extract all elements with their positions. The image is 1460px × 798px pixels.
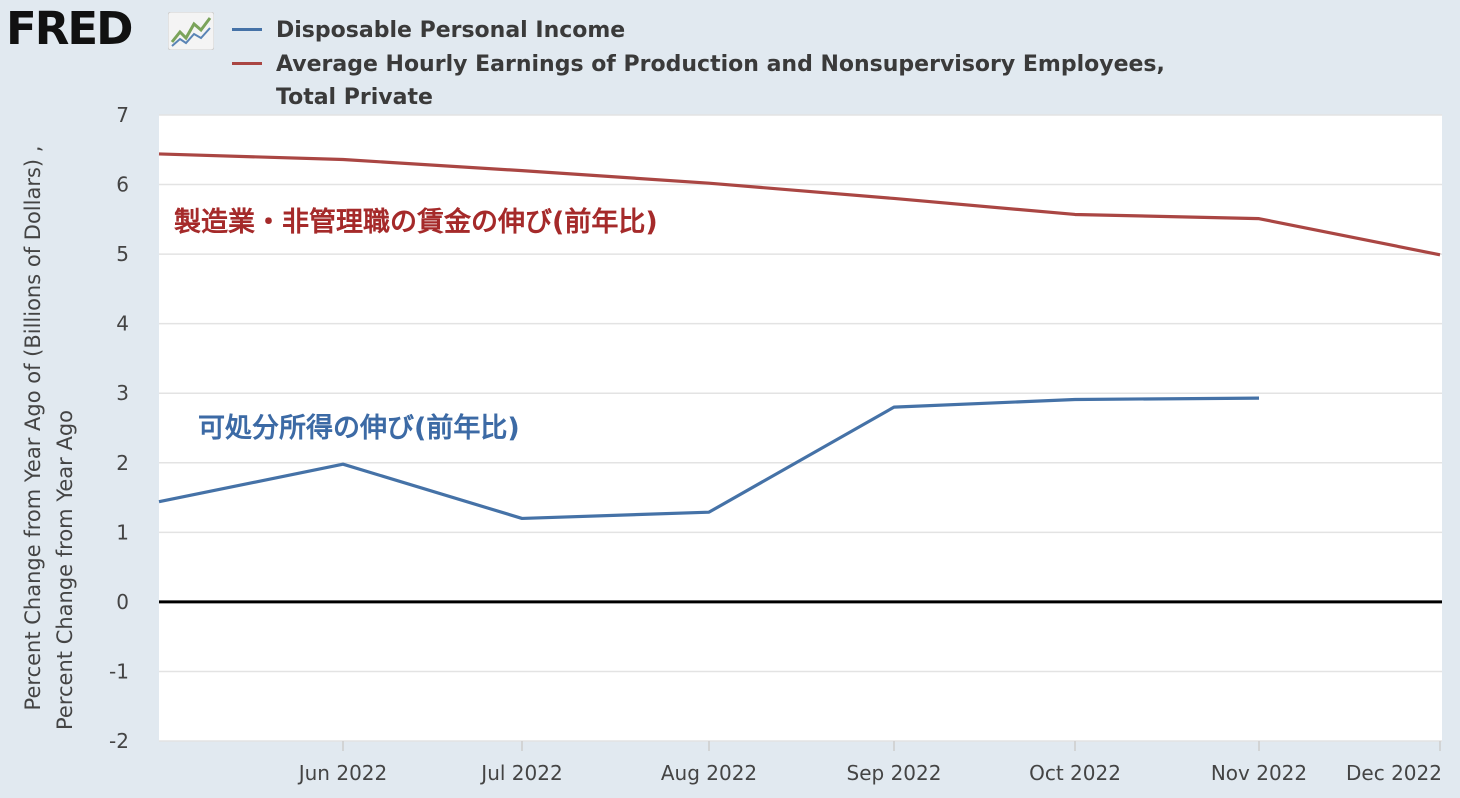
y-tick-label: 3 <box>116 381 129 405</box>
legend-swatch-hourly-earnings <box>232 61 262 65</box>
y-axis-title-line-2: Percent Change from Year Ago <box>53 410 77 730</box>
legend-label-disposable-income: Disposable Personal Income <box>276 18 626 43</box>
legend-item-hourly-earnings[interactable]: Average Hourly Earnings of Production an… <box>232 48 1212 114</box>
y-tick-label: 7 <box>116 103 129 127</box>
annotation-disposable-income-growth: 可処分所得の伸び(前年比) <box>198 412 520 444</box>
x-tick-label: Oct 2022 <box>1029 761 1121 785</box>
x-tick-label: Jul 2022 <box>479 761 562 785</box>
y-tick-label: -2 <box>109 729 129 753</box>
x-tick-label: Aug 2022 <box>661 761 757 785</box>
fred-logo: FRED <box>6 2 133 55</box>
y-tick-label: -1 <box>109 659 129 683</box>
y-axis-title-line-1: Percent Change from Year Ago of (Billion… <box>21 146 45 711</box>
y-tick-label: 4 <box>116 312 129 336</box>
series-lines <box>158 152 1441 521</box>
y-tick-label: 2 <box>116 451 129 475</box>
x-tick-label: Jun 2022 <box>297 761 388 785</box>
x-axis-ticks <box>342 741 1441 751</box>
legend-label-hourly-earnings: Average Hourly Earnings of Production an… <box>276 52 1165 110</box>
series-line-1 <box>158 152 1441 257</box>
y-tick-label: 0 <box>116 590 129 614</box>
x-axis-tick-labels: Jun 2022 Jul 2022 Aug 2022 Sep 2022 Oct 2022… <box>297 761 1442 785</box>
annotation-wage-growth: 製造業・非管理職の賃金の伸び(前年比) <box>174 206 658 238</box>
legend-item-disposable-income[interactable]: Disposable Personal Income <box>232 14 625 47</box>
legend-swatch-disposable-income <box>232 27 262 31</box>
y-tick-label: 5 <box>116 242 129 266</box>
fred-logo-chart-icon <box>168 12 214 50</box>
series-line-0 <box>158 396 1260 521</box>
y-tick-label: 1 <box>116 520 129 544</box>
y-axis-tick-labels: -2 -1 0 1 2 3 4 5 6 7 <box>109 103 129 753</box>
x-tick-label: Dec 2022 <box>1346 761 1442 785</box>
x-tick-label: Sep 2022 <box>847 761 942 785</box>
y-tick-label: 6 <box>116 173 129 197</box>
x-tick-label: Nov 2022 <box>1211 761 1307 785</box>
